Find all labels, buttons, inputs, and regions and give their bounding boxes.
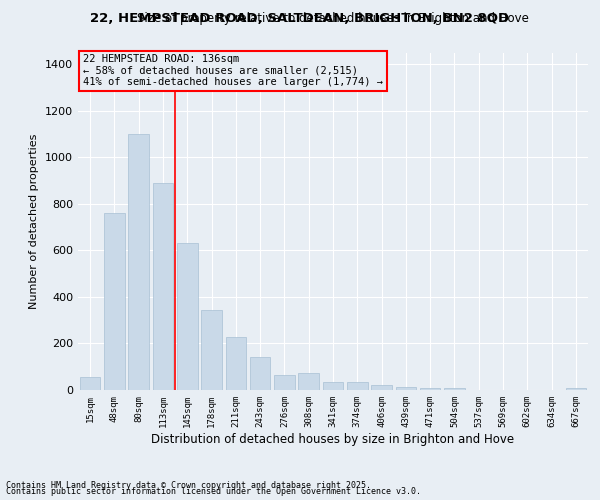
Bar	[104, 213, 125, 390]
Bar	[128, 134, 149, 390]
Title: Size of property relative to detached houses in Brighton and Hove: Size of property relative to detached ho…	[137, 12, 529, 25]
Text: 22, HEMPSTEAD ROAD, SALTDEAN, BRIGHTON, BN2 8QD: 22, HEMPSTEAD ROAD, SALTDEAN, BRIGHTON, …	[91, 12, 509, 26]
X-axis label: Distribution of detached houses by size in Brighton and Hove: Distribution of detached houses by size …	[151, 432, 515, 446]
Y-axis label: Number of detached properties: Number of detached properties	[29, 134, 40, 309]
Bar	[371, 385, 392, 390]
Bar	[444, 388, 465, 390]
Text: 22 HEMPSTEAD ROAD: 136sqm
← 58% of detached houses are smaller (2,515)
41% of se: 22 HEMPSTEAD ROAD: 136sqm ← 58% of detac…	[83, 54, 383, 88]
Bar	[152, 183, 173, 390]
Bar	[566, 388, 586, 390]
Bar	[395, 387, 416, 390]
Text: Contains HM Land Registry data © Crown copyright and database right 2025.: Contains HM Land Registry data © Crown c…	[6, 481, 371, 490]
Bar	[420, 388, 440, 390]
Bar	[347, 382, 368, 390]
Bar	[177, 244, 197, 390]
Bar	[323, 382, 343, 390]
Bar	[80, 377, 100, 390]
Bar	[250, 358, 271, 390]
Bar	[274, 375, 295, 390]
Bar	[201, 310, 222, 390]
Bar	[298, 373, 319, 390]
Text: Contains public sector information licensed under the Open Government Licence v3: Contains public sector information licen…	[6, 487, 421, 496]
Bar	[226, 337, 246, 390]
